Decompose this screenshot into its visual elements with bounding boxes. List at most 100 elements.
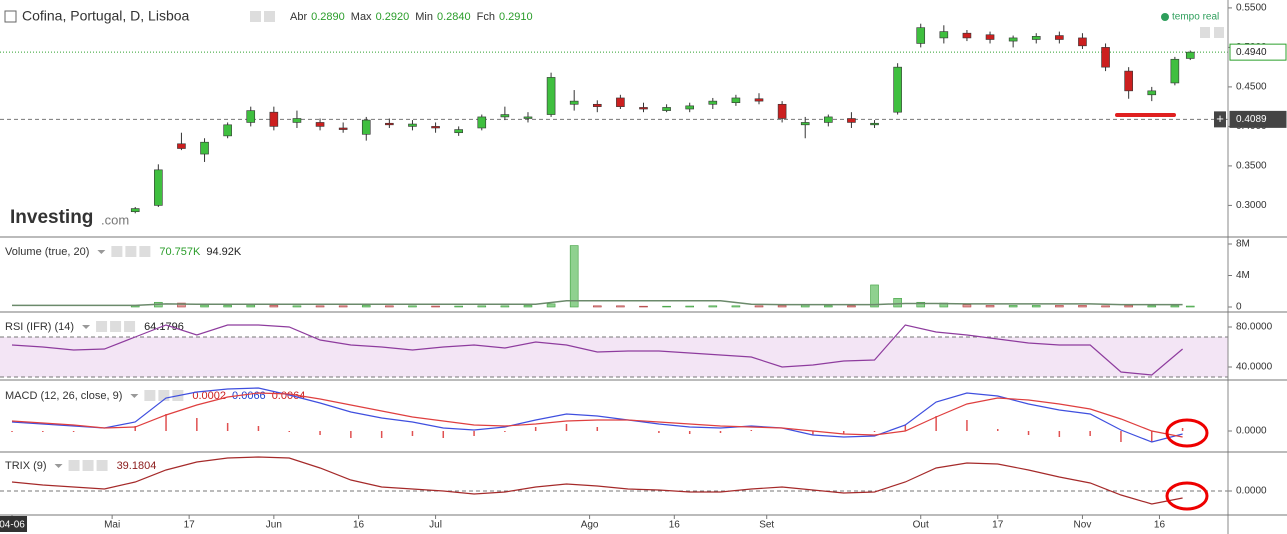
logo-suffix: .com [101,212,129,227]
volume-bar [847,305,856,308]
candle-body [731,97,741,103]
volume-bar [454,305,463,308]
volume-bar [1101,305,1110,308]
panel-title: MACD (12, 26, close, 9) [5,390,122,402]
panel-readout: 39.1804 [117,460,157,472]
candle-body [1008,37,1018,42]
x-tick-highlight [0,516,28,532]
readout-label: Max [351,11,372,23]
y-tick-label: 0 [1236,302,1242,313]
volume-bar [315,305,325,308]
candle-body [685,105,695,110]
highlight-circle [1165,481,1209,511]
icon [82,460,94,471]
x-tick-label: Out [913,520,929,531]
labels: Cofina, Portugal, D, Lisboa tempo real I… [10,8,1219,228]
candle-body [223,124,232,137]
candle-body [385,122,394,126]
volume-bar [616,305,625,308]
volume-bar [870,284,879,308]
candle-body [985,34,995,40]
volume-bar [385,305,394,308]
volume-bar [500,305,510,308]
candle-body [916,27,926,44]
collapse-box[interactable] [4,10,17,23]
volume-bar [292,305,302,308]
y-tick-label: 40.0000 [1236,362,1273,373]
volume-bar [708,305,718,308]
price-tag [1229,43,1287,61]
volume-bar [223,305,232,308]
volume-bar [269,305,279,308]
candle-body [500,114,510,118]
candle-body [454,129,463,134]
candle-body [130,208,140,213]
readout-label: Abr [290,11,307,23]
candle-body [569,100,579,105]
volume-bar [477,305,487,308]
volume-bar [408,305,417,308]
y-tick-label: 80.0000 [1236,322,1273,333]
y-tick-label: 4M [1236,270,1250,281]
x-tick-label: Ago [581,520,599,531]
candle-body [639,107,648,110]
volume-bar [1078,305,1087,308]
volume-bar [338,305,348,308]
button[interactable] [1200,27,1210,38]
volume-bar [177,302,186,308]
volume-bar [962,304,972,308]
icon [96,321,108,332]
icon [264,11,275,22]
icon [125,246,137,257]
panel-readout: 70.757K [159,246,201,258]
candle-body [292,118,302,123]
volume-bar [1147,305,1157,308]
panel-title: TRIX (9) [5,460,47,472]
highlight-circle [1165,418,1209,448]
candle-body [800,122,810,126]
logo: Investing [10,207,93,228]
readout-value: 0.2920 [376,11,410,23]
icon [97,250,106,254]
y-tick-label: 0.5500 [1236,3,1267,14]
panel-readout: 0.0002 [192,390,226,402]
volume-bar [662,305,671,308]
candle-body [1124,70,1133,92]
candle-body [1170,58,1180,84]
candle-body [777,103,787,119]
candle-body [847,118,856,123]
icon [139,246,151,257]
icon [130,394,139,398]
y-tick-label: 0.0000 [1236,426,1267,437]
volume-bar [777,305,787,308]
candle-body [523,116,533,119]
candle-body [962,32,972,39]
indicator-line [11,387,1183,443]
volume-bar [546,303,556,308]
readout-value: 0.2890 [311,11,345,23]
volume-bar [754,305,764,308]
volume-bar [1185,305,1195,308]
price-tag-label: 0.4940 [1236,47,1267,58]
readout-value: 0.2910 [499,11,533,23]
status-dot [1161,13,1169,21]
y-tick-label: 0.3500 [1236,161,1267,172]
candle-body [338,127,348,130]
candle-body [154,169,163,206]
panel-readout: 94.92K [206,246,242,258]
x-tick-label: 16 [669,520,681,531]
x-tick-label: Set [759,520,774,531]
candle-body [546,77,556,115]
volume-bar [1055,305,1064,308]
x-tick-label: Jul [429,520,442,531]
volume-bar [893,298,902,308]
candle-body [708,100,718,105]
icon [124,321,136,332]
button[interactable] [1214,27,1224,38]
icon [158,390,170,401]
candle-body [246,110,256,123]
volume-bar [685,305,695,308]
candle-body [200,141,209,155]
volume-bar [431,305,440,308]
